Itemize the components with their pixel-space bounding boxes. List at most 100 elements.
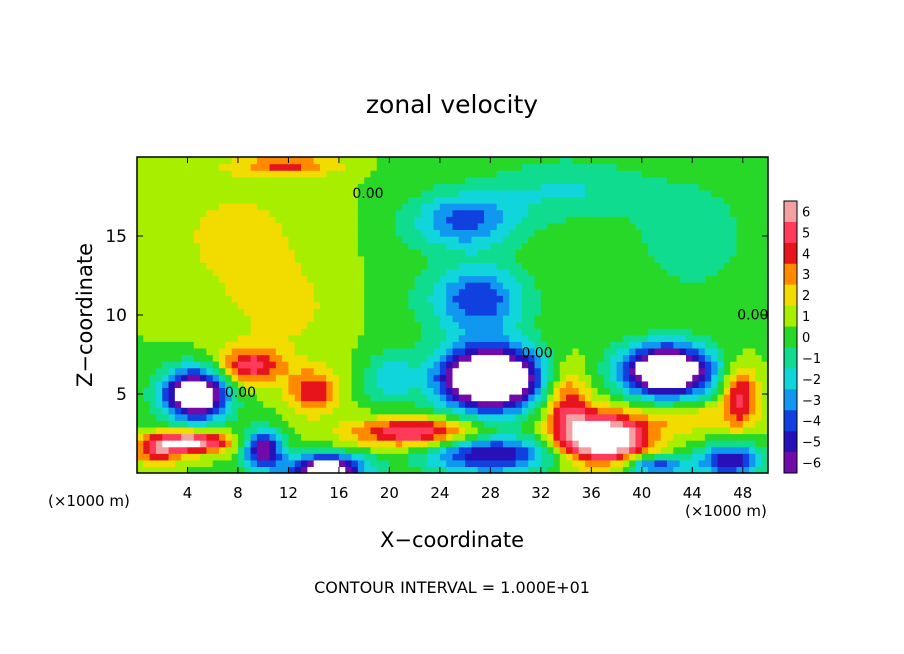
field-cell — [452, 288, 460, 296]
field-cell — [585, 229, 592, 237]
field-cell — [313, 255, 321, 263]
field-cell — [673, 453, 681, 461]
field-cell — [357, 163, 365, 171]
field-cell — [143, 229, 151, 237]
field-cell — [566, 196, 573, 204]
field-cell — [376, 255, 384, 263]
field-cell — [143, 420, 151, 428]
field-cell — [269, 374, 277, 382]
field-cell — [515, 255, 523, 263]
field-cell — [591, 334, 599, 342]
field-cell — [212, 446, 220, 454]
field-cell — [534, 374, 542, 382]
field-cell — [685, 189, 693, 198]
field-cell — [572, 426, 580, 435]
field-cell — [149, 413, 157, 421]
field-cell — [490, 301, 498, 310]
field-cell — [345, 466, 353, 473]
field-cell — [357, 387, 365, 395]
field-cell — [685, 367, 693, 375]
colorbar-swatch — [784, 305, 797, 327]
field-cell — [528, 203, 536, 211]
field-cell — [345, 440, 353, 448]
field-cell — [212, 387, 220, 395]
field-cell — [332, 242, 340, 250]
field-cell — [408, 268, 416, 277]
field-cell — [540, 189, 548, 198]
field-cell — [490, 262, 498, 270]
field-cell — [212, 407, 220, 415]
field-cell — [603, 157, 611, 165]
field-cell — [610, 426, 618, 435]
field-cell — [313, 446, 321, 454]
field-cell — [704, 163, 712, 171]
field-cell — [319, 433, 327, 441]
field-cell — [168, 341, 176, 349]
field-cell — [597, 315, 605, 323]
field-cell — [338, 216, 346, 224]
field-cell — [616, 315, 624, 323]
field-cell — [219, 262, 226, 270]
field-cell — [433, 394, 441, 402]
field-cell — [540, 275, 548, 283]
field-cell — [395, 209, 403, 217]
field-cell — [477, 209, 485, 217]
field-cell — [364, 400, 372, 408]
field-cell — [168, 328, 176, 336]
field-cell — [294, 189, 302, 198]
field-cell — [458, 157, 466, 165]
field-cell — [370, 440, 378, 448]
field-cell — [749, 196, 756, 204]
field-cell — [572, 380, 580, 389]
field-cell — [282, 268, 290, 277]
field-cell — [143, 466, 151, 473]
field-cell — [174, 433, 182, 441]
field-cell — [761, 334, 768, 342]
field-cell — [648, 440, 656, 448]
field-cell — [585, 275, 592, 283]
field-cell — [591, 347, 599, 356]
field-cell — [736, 361, 744, 369]
field-cell — [219, 459, 226, 468]
field-cell — [616, 453, 624, 461]
field-cell — [364, 433, 372, 441]
colorbar-label: 2 — [802, 289, 810, 304]
field-cell — [484, 203, 491, 211]
field-cell — [667, 413, 674, 421]
field-cell — [408, 236, 416, 244]
field-cell — [578, 249, 586, 257]
field-cell — [395, 420, 403, 428]
field-cell — [761, 407, 768, 415]
field-cell — [452, 446, 460, 454]
field-cell — [364, 347, 372, 356]
field-cell — [477, 229, 485, 237]
field-cell — [452, 361, 460, 369]
field-cell — [427, 170, 435, 178]
field-cell — [307, 380, 315, 389]
field-cell — [490, 255, 498, 263]
field-cell — [629, 433, 637, 441]
field-cell — [345, 394, 353, 402]
field-cell — [540, 242, 548, 250]
field-cell — [414, 446, 422, 454]
field-cell — [723, 170, 731, 178]
field-cell — [566, 236, 573, 244]
field-cell — [332, 315, 340, 323]
field-cell — [269, 196, 277, 204]
field-cell — [528, 361, 536, 369]
x-axis-ticks: 4 8 12 16 20 24 28 32 36 40 44 48 — [183, 157, 752, 502]
field-cell — [433, 347, 441, 356]
field-cell — [673, 249, 681, 257]
field-cell — [534, 433, 542, 441]
field-cell — [477, 216, 485, 224]
field-cell — [149, 374, 157, 382]
field-cell — [244, 308, 252, 316]
field-cell — [641, 176, 649, 184]
field-cell — [433, 268, 441, 277]
field-cell — [553, 394, 561, 402]
field-cell — [168, 387, 176, 395]
field-cell — [174, 282, 182, 290]
field-cell — [540, 387, 548, 395]
field-cell — [326, 282, 334, 290]
field-cell — [616, 341, 624, 349]
